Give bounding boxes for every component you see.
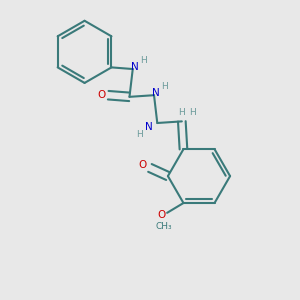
Text: H: H bbox=[178, 108, 184, 117]
Text: N: N bbox=[130, 62, 138, 72]
Text: H: H bbox=[189, 108, 196, 117]
Text: CH₃: CH₃ bbox=[155, 222, 172, 231]
Text: N: N bbox=[152, 88, 160, 98]
Text: H: H bbox=[136, 130, 143, 139]
Text: O: O bbox=[97, 89, 105, 100]
Text: H: H bbox=[140, 56, 147, 65]
Text: O: O bbox=[158, 210, 166, 220]
Text: O: O bbox=[139, 160, 147, 170]
Text: N: N bbox=[145, 122, 153, 132]
Text: H: H bbox=[161, 82, 168, 91]
